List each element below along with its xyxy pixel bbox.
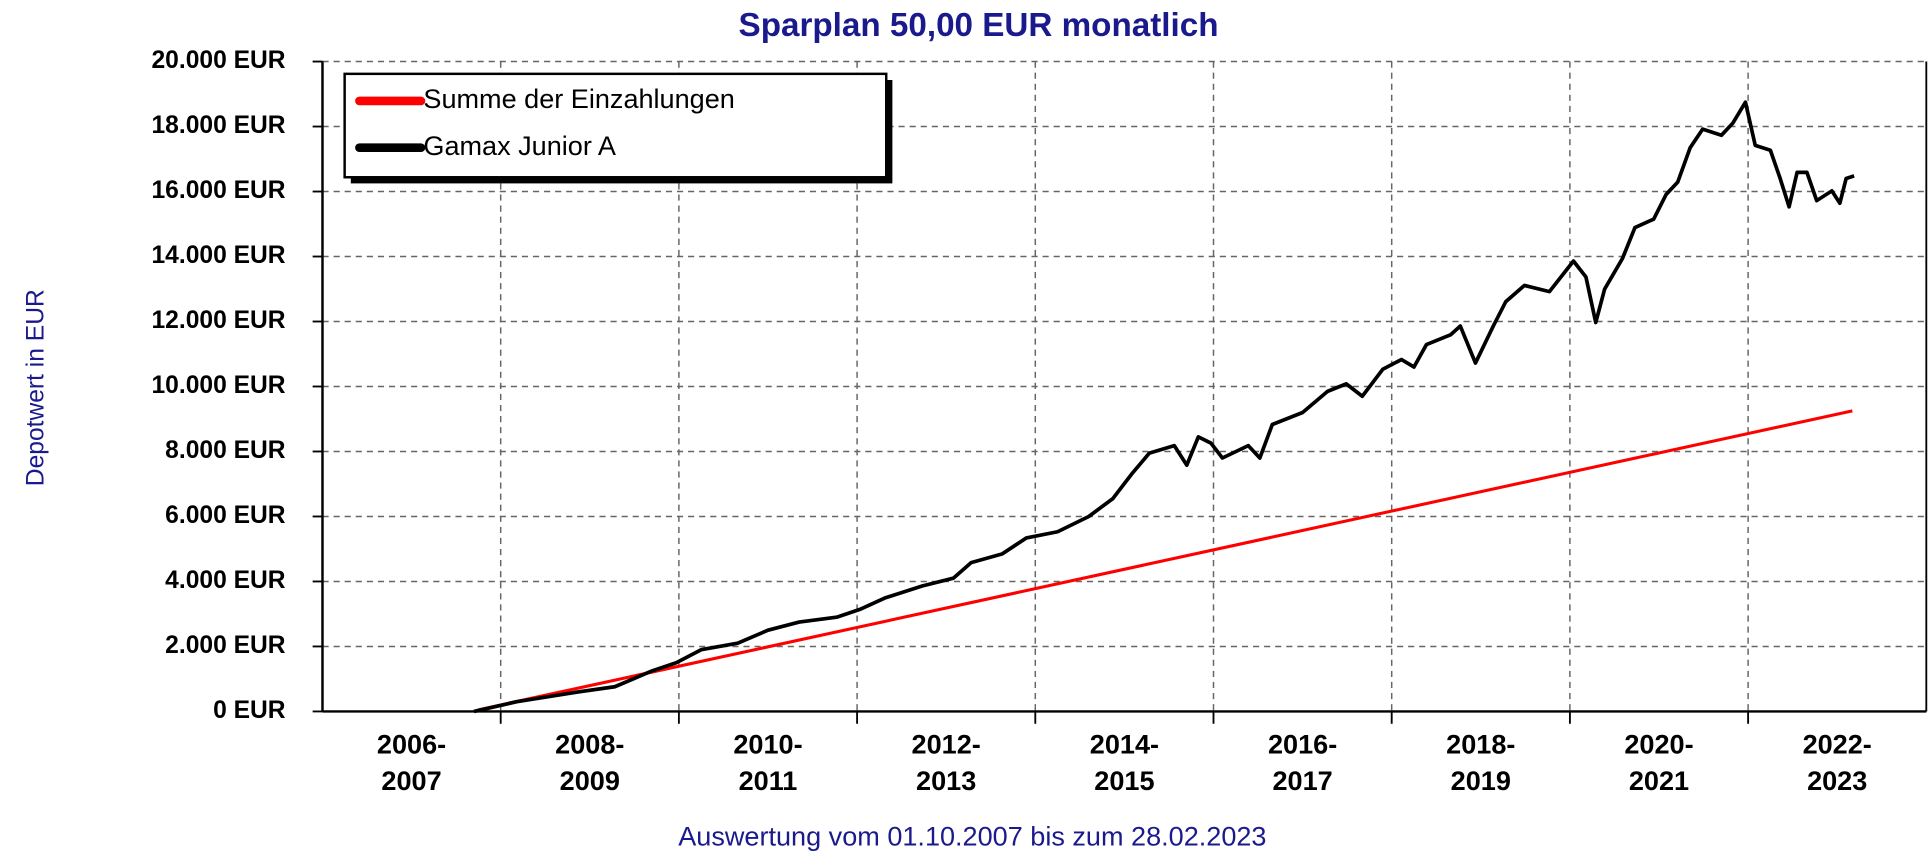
y-tick-label: 18.000 EUR <box>151 112 285 139</box>
x-tick-label-box: 2016- 2017 <box>1267 728 1338 797</box>
series-line <box>473 100 1855 714</box>
x-tick-label-box: 2018- 2019 <box>1446 728 1516 797</box>
x-tick-label: 2012- 2013 <box>911 728 981 797</box>
y-tick-label: 0 EUR <box>213 697 286 724</box>
x-tick-label: 2020- 2021 <box>1624 728 1694 797</box>
x-tick-label-box: 2014- 2015 <box>1089 728 1160 797</box>
series-line <box>478 409 1853 712</box>
legend-label: Summe der Einzahlungen <box>423 83 734 114</box>
x-tick-label: 2008- 2009 <box>555 728 625 797</box>
x-tick-label: 2016- 2017 <box>1267 728 1338 797</box>
y-tick-label: 14.000 EUR <box>151 242 285 269</box>
x-tick-label: 2014- 2015 <box>1089 728 1160 797</box>
legend-label: Gamax Junior A <box>423 130 616 161</box>
y-tick-label: 12.000 EUR <box>151 307 285 334</box>
y-tick-label: 16.000 EUR <box>151 177 285 204</box>
y-tick-label: 20.000 EUR <box>151 47 285 74</box>
x-tick-label: 2022- 2023 <box>1802 728 1872 797</box>
y-tick-label: 10.000 EUR <box>151 372 285 399</box>
y-axis-label: Depotwert in EUR <box>22 289 49 486</box>
y-tick-label: 4.000 EUR <box>165 567 286 594</box>
y-tick-label: 6.000 EUR <box>165 502 286 529</box>
chart-title: Sparplan 50,00 EUR monatlich <box>739 7 1219 44</box>
x-tick-label-box: 2012- 2013 <box>911 728 981 797</box>
x-tick-label: 2018- 2019 <box>1446 728 1516 797</box>
x-tick-label-box: 2010- 2011 <box>733 728 803 797</box>
x-tick-label-box: 2022- 2023 <box>1802 728 1872 797</box>
x-tick-label: 2010- 2011 <box>733 728 803 797</box>
x-tick-label-box: 2020- 2021 <box>1624 728 1694 797</box>
y-tick-label: 8.000 EUR <box>165 437 286 464</box>
x-tick-label-box: 2006- 2007 <box>376 728 447 797</box>
y-tick-label: 2.000 EUR <box>165 632 286 659</box>
legend-box <box>343 72 888 179</box>
x-tick-label: 2006- 2007 <box>376 728 447 797</box>
x-axis-label: Auswertung vom 01.10.2007 bis zum 28.02.… <box>678 820 1266 851</box>
x-tick-label-box: 2008- 2009 <box>555 728 625 797</box>
